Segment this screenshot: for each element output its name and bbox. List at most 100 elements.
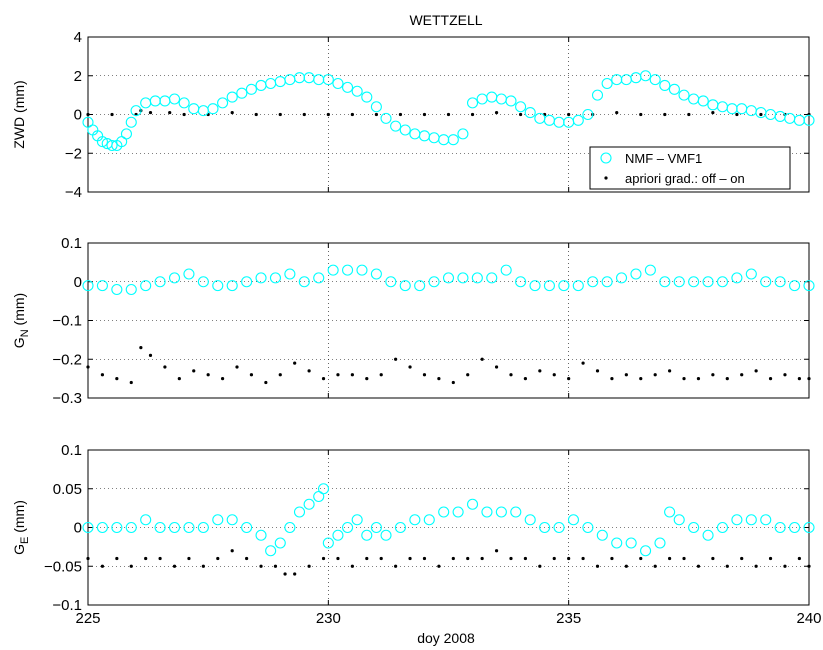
data-point-nmf-vmf1 [731,514,743,526]
data-point-nmf-vmf1 [255,272,267,284]
data-point-nmf-vmf1 [515,276,527,288]
data-point-nmf-vmf1 [572,280,584,292]
data-point-apriori-grad [470,112,475,117]
data-point-apriori-grad [192,369,196,373]
data-point-nmf-vmf1 [125,283,137,296]
data-point-nmf-vmf1 [380,112,392,124]
data-point-apriori-grad [220,377,225,381]
data-point-nmf-vmf1 [664,506,676,518]
data-point-nmf-vmf1 [539,521,551,534]
data-point-apriori-grad [379,373,383,377]
data-point-nmf-vmf1 [774,521,786,534]
data-point-nmf-vmf1 [582,108,594,121]
data-point-apriori-grad [187,556,191,561]
y-axis-label: GN (mm) [11,293,31,348]
data-point-apriori-grad [86,556,90,561]
data-point-nmf-vmf1 [130,105,142,117]
data-point-apriori-grad [754,564,758,568]
data-point-apriori-grad [538,369,542,373]
y-tick-label: 0.1 [61,235,82,252]
data-point-apriori-grad [624,564,628,568]
data-point-nmf-vmf1 [399,280,411,292]
data-point-nmf-vmf1 [466,498,479,510]
data-point-apriori-grad [740,373,744,377]
data-point-apriori-grad [639,377,643,381]
data-point-apriori-grad [129,380,133,385]
data-point-apriori-grad [797,556,801,561]
data-point-apriori-grad [139,346,143,350]
data-point-apriori-grad [86,365,90,369]
data-point-nmf-vmf1 [668,83,680,95]
data-point-nmf-vmf1 [380,529,392,541]
data-point-apriori-grad [422,556,427,561]
data-point-apriori-grad [615,110,619,115]
data-point-apriori-grad [509,556,513,561]
data-point-nmf-vmf1 [197,276,209,288]
data-point-apriori-grad [783,564,787,568]
data-point-nmf-vmf1 [399,124,411,136]
data-point-apriori-grad [394,357,398,361]
x-tick-label: 240 [796,610,821,627]
data-point-nmf-vmf1 [226,514,238,526]
y-axis-label: GE (mm) [11,500,31,555]
data-point-nmf-vmf1 [332,77,344,90]
data-point-apriori-grad [336,373,340,377]
data-point-nmf-vmf1 [452,506,464,518]
data-point-apriori-grad [336,556,340,561]
data-point-apriori-grad [581,361,585,365]
data-point-nmf-vmf1 [731,272,743,284]
data-point-nmf-vmf1 [601,276,613,288]
data-point-nmf-vmf1 [505,95,517,107]
data-point-nmf-vmf1 [212,514,224,526]
data-point-nmf-vmf1 [154,521,166,534]
data-point-nmf-vmf1 [96,521,108,534]
data-point-apriori-grad [350,112,354,117]
data-point-nmf-vmf1 [466,97,479,109]
data-point-nmf-vmf1 [370,521,382,534]
data-point-apriori-grad [595,369,600,373]
data-point-apriori-grad [278,112,282,117]
data-point-apriori-grad [259,564,263,568]
data-point-apriori-grad [725,377,729,381]
data-point-apriori-grad [177,377,181,381]
data-point-nmf-vmf1 [572,114,584,126]
data-point-apriori-grad [711,556,715,561]
data-point-apriori-grad [446,112,451,117]
data-point-nmf-vmf1 [529,280,541,292]
data-point-nmf-vmf1 [673,276,685,288]
data-point-nmf-vmf1 [140,280,152,292]
data-point-nmf-vmf1 [524,107,536,119]
data-point-nmf-vmf1 [524,514,536,526]
data-point-apriori-grad [264,380,268,385]
data-point-apriori-grad [711,373,715,377]
data-point-nmf-vmf1 [96,280,108,292]
data-point-nmf-vmf1 [471,272,483,284]
data-point-apriori-grad [711,110,715,115]
data-point-nmf-vmf1 [120,128,133,140]
data-point-nmf-vmf1 [212,280,224,292]
data-point-apriori-grad [595,564,600,568]
data-point-nmf-vmf1 [457,128,469,140]
data-point-apriori-grad [783,373,787,377]
data-point-nmf-vmf1 [500,264,512,276]
data-point-apriori-grad [519,112,523,117]
data-point-apriori-grad [552,373,556,377]
data-point-apriori-grad [451,380,455,385]
data-point-apriori-grad [350,564,354,568]
data-point-nmf-vmf1 [760,276,772,288]
data-point-apriori-grad [230,549,234,553]
data-point-apriori-grad [172,564,177,568]
data-point-apriori-grad [249,373,254,377]
data-point-apriori-grad [201,564,205,568]
data-point-nmf-vmf1 [640,70,652,82]
data-point-nmf-vmf1 [543,280,555,292]
data-point-nmf-vmf1 [515,101,527,113]
data-point-apriori-grad [245,556,249,561]
data-point-nmf-vmf1 [197,521,209,534]
y-tick-label: −2 [65,145,82,162]
data-point-apriori-grad [283,572,287,576]
data-point-nmf-vmf1 [625,537,637,549]
y-tick-label: 0 [74,107,82,124]
data-point-apriori-grad [365,377,369,381]
data-point-apriori-grad [768,556,773,561]
